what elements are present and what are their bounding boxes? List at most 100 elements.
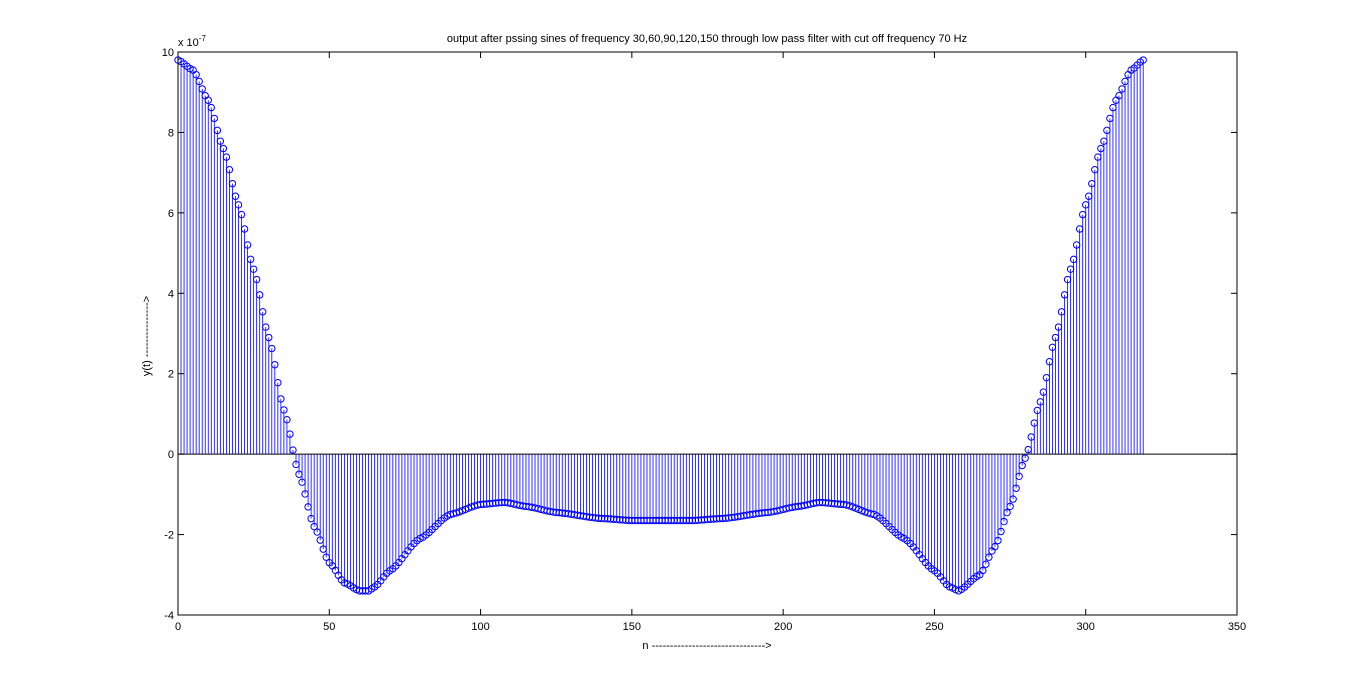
stem-marker (1118, 85, 1126, 93)
stem-marker (1030, 419, 1038, 427)
stem-marker (1115, 91, 1123, 100)
stem-marker (228, 179, 237, 188)
stem-marker (234, 201, 243, 209)
stem-marker (1027, 433, 1035, 441)
stem-marker (265, 333, 273, 342)
x-tick-label: 200 (774, 621, 792, 633)
x-tick-label: 50 (323, 621, 335, 633)
stem-marker (243, 241, 252, 249)
stem-marker (259, 308, 267, 316)
stem-marker (322, 553, 330, 561)
stem-marker (310, 522, 318, 531)
stem-marker (246, 255, 255, 264)
stem-marker (1036, 398, 1045, 406)
y-exponent-label: x 10-7 (178, 34, 206, 49)
y-tick-label: 0 (168, 449, 174, 461)
stem-marker (1094, 153, 1102, 161)
y-tick-label: 10 (162, 47, 174, 59)
stem-marker (982, 560, 990, 568)
y-tick-label: -2 (164, 530, 174, 542)
stem-marker (1039, 388, 1048, 396)
stem-marker (289, 446, 297, 454)
stem-marker (274, 378, 282, 387)
stem-marker (1069, 255, 1078, 264)
stem-marker (1015, 472, 1023, 481)
stem-marker (1051, 333, 1060, 342)
stem-marker (213, 126, 222, 135)
stem-marker (210, 114, 219, 123)
stem-marker (994, 536, 1002, 545)
stem-marker (1006, 502, 1014, 511)
stem-marker (991, 542, 999, 551)
stem-marker (1085, 192, 1093, 200)
stem-marker (207, 103, 215, 112)
axes-frame (177, 51, 1238, 616)
stem-marker (1003, 508, 1011, 517)
stem-marker (225, 165, 234, 174)
stem-marker (1088, 179, 1096, 188)
stem-marker (301, 490, 309, 498)
stem-marker (292, 460, 300, 469)
y-tick-label: 6 (168, 208, 174, 220)
stem-marker (1066, 265, 1075, 273)
chart-title: output after pssing sines of frequency 3… (447, 33, 967, 45)
stem-marker (1054, 323, 1063, 331)
stem-marker (222, 153, 231, 161)
stem-marker (1045, 358, 1054, 366)
stem-marker (195, 77, 203, 86)
stem-marker (249, 265, 258, 273)
stem-marker (192, 70, 200, 79)
stem-marker (985, 553, 993, 561)
stem-marker (1082, 201, 1090, 209)
stem-marker (1091, 165, 1099, 174)
y-tick-label: -4 (164, 610, 174, 622)
stem-marker (1097, 144, 1105, 153)
stem-marker (1103, 126, 1111, 135)
stem-markers (174, 56, 1147, 595)
stem-marker (1021, 454, 1029, 462)
stem-marker (1075, 225, 1084, 233)
stem-marker (1033, 406, 1042, 415)
y-tick-label: 8 (168, 127, 174, 139)
stem-marker (255, 291, 264, 299)
y-tick-label: 4 (168, 288, 174, 300)
stem-marker (280, 406, 288, 414)
stem-marker (252, 275, 261, 284)
stem-marker (1000, 517, 1008, 526)
x-tick-label: 250 (925, 621, 943, 633)
stem-marker (295, 470, 303, 478)
stem-marker (304, 503, 312, 511)
stem-marker (1121, 77, 1129, 86)
stem-marker (319, 545, 327, 553)
stem-marker (1100, 137, 1108, 145)
stem-marker (1009, 495, 1017, 503)
y-tick-label: 2 (168, 369, 174, 381)
stem-lines (177, 60, 1144, 591)
stem-marker (262, 323, 270, 331)
stem-marker (1012, 484, 1020, 492)
x-tick-label: 100 (471, 621, 489, 633)
stem-marker (1042, 373, 1051, 382)
stem-marker (237, 210, 246, 219)
stem-marker (1078, 210, 1087, 219)
stem-marker (1106, 114, 1114, 123)
x-tick-label: 0 (175, 621, 181, 633)
stem-marker (1057, 308, 1066, 316)
x-tick-label: 300 (1077, 621, 1095, 633)
stem-marker (307, 514, 315, 523)
stem-marker (1139, 56, 1147, 64)
stem-marker (204, 96, 212, 104)
x-tick-label: 350 (1228, 621, 1246, 633)
stem-marker (1024, 445, 1032, 454)
stem-marker (1018, 461, 1026, 470)
stem-marker (979, 566, 987, 575)
stem-marker (231, 192, 240, 200)
stem-marker (219, 144, 228, 153)
stem-marker (1060, 291, 1069, 299)
y-exponent-power: -7 (199, 34, 207, 43)
y-exponent-base: x 10 (178, 37, 199, 49)
stem-marker (1072, 241, 1081, 249)
plot-area (178, 52, 1237, 615)
stem-marker (271, 361, 279, 369)
stem-marker (313, 528, 321, 536)
